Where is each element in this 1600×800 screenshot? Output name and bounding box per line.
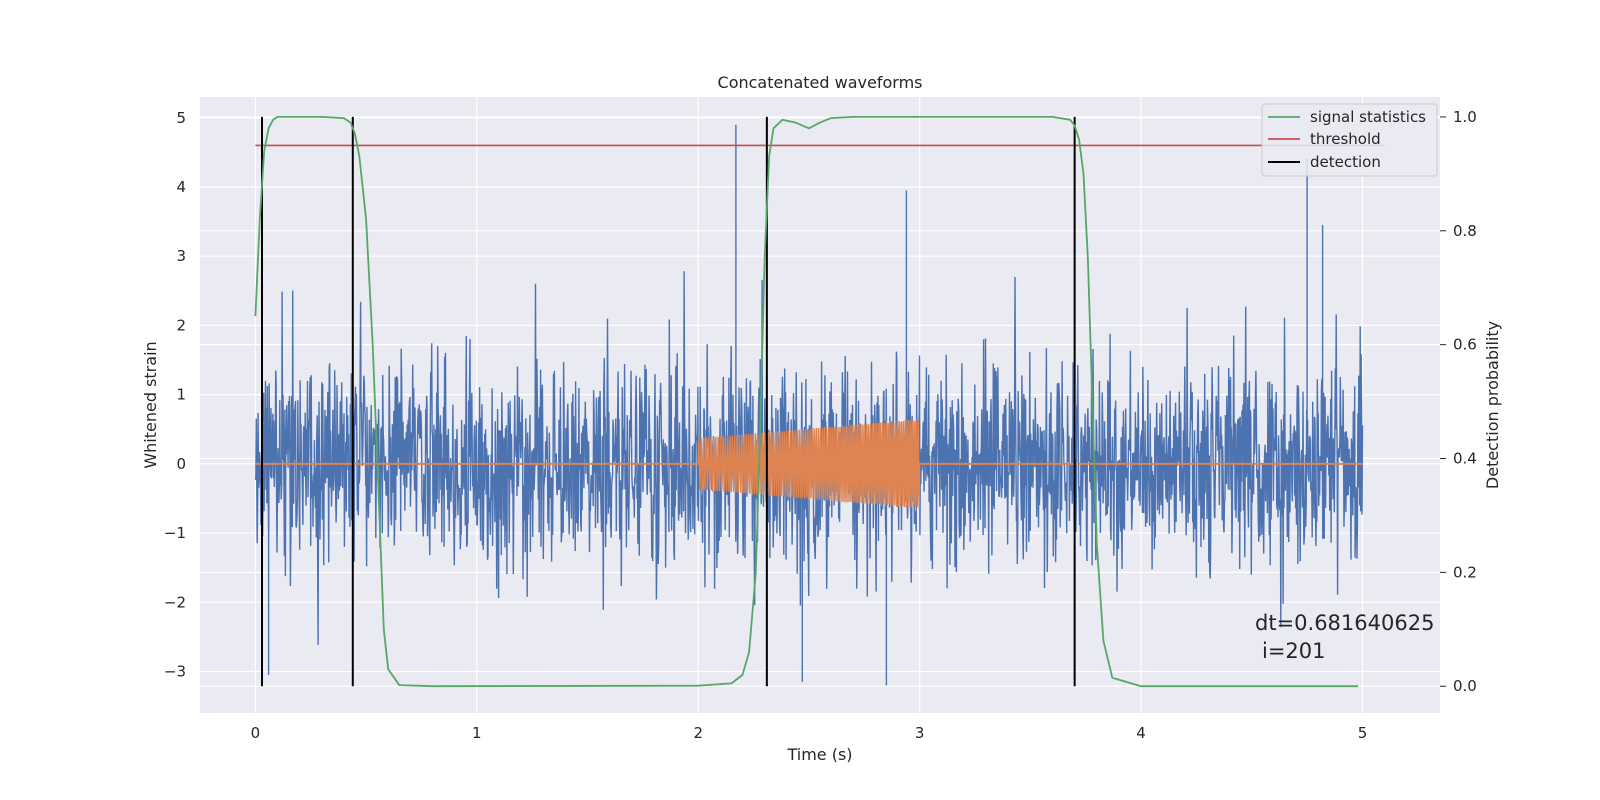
y-axis-ticks: −3 −2 −1 0 1 2 3 4 5	[164, 109, 186, 681]
x-tick-label: 0	[251, 724, 261, 742]
legend-label-signal: signal statistics	[1310, 108, 1426, 126]
x-tick-label: 5	[1358, 724, 1368, 742]
y-tick-label: −3	[164, 662, 186, 680]
noise-waveform	[254, 124, 1364, 686]
x-axis-ticks: 0 1 2 3 4 5	[251, 724, 1368, 742]
x-tick-label: 4	[1136, 724, 1146, 742]
probability-series	[254, 116, 1385, 688]
right-axis-ticks: 0.0 0.2 0.4 0.6 0.8 1.0	[1440, 108, 1477, 695]
y-tick-label: 2	[176, 316, 186, 334]
y-tick-label: 0	[176, 455, 186, 473]
y-tick-label: −1	[164, 524, 186, 542]
y-tick-label: −2	[164, 593, 186, 611]
y-tick-label: 4	[176, 178, 186, 196]
right-tick-label: 0.4	[1453, 450, 1477, 468]
x-tick-label: 3	[915, 724, 925, 742]
right-tick-label: 1.0	[1453, 108, 1477, 126]
y-tick-label: 1	[176, 386, 186, 404]
x-axis-label: Time (s)	[786, 745, 852, 764]
right-tick-label: 0.8	[1453, 222, 1477, 240]
chart-title: Concatenated waveforms	[718, 73, 923, 92]
legend-label-detection: detection	[1310, 153, 1381, 171]
axes-background	[200, 97, 1440, 713]
annotation-index: i=201	[1262, 639, 1326, 663]
noise-line	[254, 124, 1364, 686]
annotation-dt: dt=0.681640625	[1255, 611, 1434, 635]
x-tick-label: 2	[693, 724, 703, 742]
legend: signal statistics threshold detection	[1261, 103, 1438, 177]
x-tick-label: 1	[472, 724, 482, 742]
signal-statistics-line	[254, 116, 1359, 688]
right-tick-label: 0.0	[1453, 677, 1477, 695]
chirp-line	[697, 419, 921, 509]
right-tick-label: 0.2	[1453, 563, 1477, 581]
legend-label-threshold: threshold	[1310, 130, 1381, 148]
right-tick-label: 0.6	[1453, 336, 1477, 354]
y-tick-label: 3	[176, 247, 186, 265]
y-tick-label: 5	[176, 109, 186, 127]
legend-box	[1261, 103, 1438, 177]
y-axis-label: Whitened strain	[141, 341, 160, 468]
right-axis-label: Detection probability	[1483, 321, 1502, 489]
chirp-waveform	[255, 419, 1363, 509]
